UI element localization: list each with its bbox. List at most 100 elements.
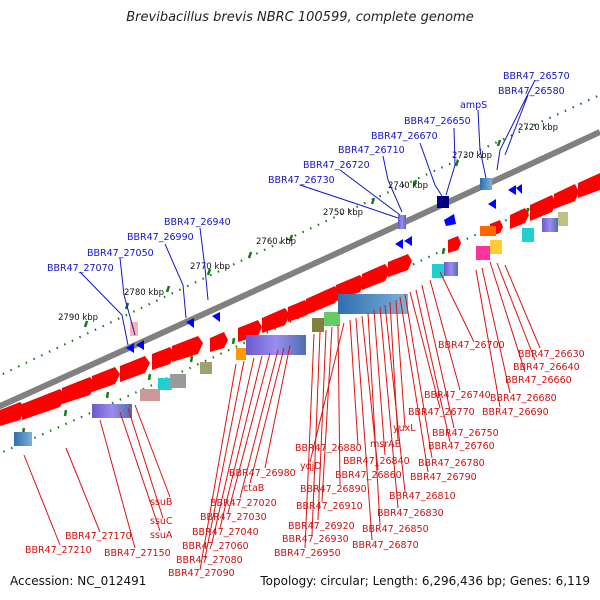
gene-block bbox=[437, 196, 449, 208]
cog-block bbox=[522, 228, 534, 242]
gene-label: BBR47_26720 bbox=[303, 160, 370, 171]
gene-label: BBR47_26920 bbox=[288, 521, 355, 532]
gene-arrow bbox=[388, 254, 412, 277]
cog-block bbox=[476, 246, 490, 260]
cog-function-blocks bbox=[14, 212, 568, 446]
gene-label: BBR47_27060 bbox=[182, 541, 249, 552]
gene-label: BBR47_26840 bbox=[343, 456, 410, 467]
genome-backbone bbox=[0, 129, 600, 410]
cog-block bbox=[338, 294, 408, 314]
gene-label: ssuB bbox=[150, 497, 172, 508]
cog-block bbox=[92, 404, 132, 418]
reverse-strand-genes bbox=[126, 178, 522, 353]
gene-label: BBR47_26680 bbox=[490, 393, 557, 404]
gene-label: BBR47_26880 bbox=[295, 443, 362, 454]
accession-label: Accession: NC_012491 bbox=[10, 574, 147, 588]
gene-arrow bbox=[210, 332, 228, 352]
gene-arrow bbox=[395, 239, 403, 249]
gene-label: BBR47_26950 bbox=[274, 548, 341, 559]
scale-label-2790: 2790 kbp bbox=[58, 313, 98, 323]
gene-arrow bbox=[516, 184, 522, 194]
gene-label: BBR47_27090 bbox=[168, 568, 235, 579]
gene-label: BBR47_26670 bbox=[371, 131, 438, 142]
gene-arrow bbox=[22, 389, 66, 420]
gene-arrow bbox=[172, 336, 203, 362]
cog-block bbox=[558, 212, 568, 226]
top-leader-lines bbox=[79, 79, 536, 346]
cog-block bbox=[14, 432, 32, 446]
gene-label: yqjD bbox=[300, 461, 322, 472]
gene-arrow bbox=[186, 318, 194, 328]
cog-block bbox=[236, 348, 246, 360]
gene-label: msrAB bbox=[370, 439, 401, 450]
cog-block bbox=[140, 389, 160, 401]
cog-block bbox=[480, 226, 496, 236]
gene-label: BBR47_26870 bbox=[352, 540, 419, 551]
cog-block bbox=[312, 318, 324, 332]
gene-block bbox=[480, 178, 492, 190]
gene-arrow bbox=[578, 173, 600, 198]
gene-label: BBR47_26760 bbox=[428, 441, 495, 452]
gene-arrow bbox=[448, 236, 461, 253]
gene-arrow bbox=[404, 236, 412, 246]
gene-label: BBR47_26640 bbox=[513, 362, 580, 373]
gene-label: ampS bbox=[460, 100, 487, 111]
map-title: Brevibacillus brevis NBRC 100599, comple… bbox=[126, 10, 474, 25]
gene-label: BBR47_26630 bbox=[518, 349, 585, 360]
scale-label-2780: 2780 kbp bbox=[124, 288, 164, 298]
scale-label-2720: 2720 kbp bbox=[518, 123, 558, 133]
gene-label: ctaB bbox=[243, 483, 264, 494]
gene-arrow bbox=[120, 356, 150, 382]
gene-arrow bbox=[306, 286, 340, 315]
gene-arrow bbox=[212, 312, 220, 322]
scale-label-2730: 2730 kbp bbox=[452, 151, 492, 161]
gene-label: BBR47_26750 bbox=[432, 428, 499, 439]
cog-block bbox=[444, 262, 458, 276]
cog-block bbox=[130, 322, 138, 336]
cog-block bbox=[490, 240, 502, 254]
gene-arrow bbox=[126, 343, 134, 353]
scale-label-2770: 2770 kbp bbox=[190, 262, 230, 272]
cog-block bbox=[170, 374, 186, 388]
inner-scale-track bbox=[0, 174, 600, 455]
gene-label: BBR47_26770 bbox=[408, 407, 475, 418]
gene-label: BBR47_26710 bbox=[338, 145, 405, 156]
bottom-leader-lines bbox=[23, 261, 541, 571]
gene-arrow bbox=[362, 264, 390, 290]
gene-label: BBR47_27070 bbox=[47, 263, 114, 274]
forward-strand-genes bbox=[0, 173, 600, 426]
gene-arrow bbox=[262, 308, 290, 333]
scale-label-2760: 2760 kbp bbox=[256, 237, 296, 247]
gene-label: BBR47_26650 bbox=[404, 116, 471, 127]
gene-arrow bbox=[92, 367, 120, 392]
gene-label: BBR47_27020 bbox=[210, 498, 277, 509]
gene-arrow bbox=[152, 347, 175, 370]
gene-label: BBR47_26810 bbox=[389, 491, 456, 502]
scale-label-2740: 2740 kbp bbox=[388, 181, 428, 191]
gene-label: ssuC bbox=[150, 516, 173, 527]
gene-label: BBR47_26890 bbox=[300, 484, 367, 495]
cog-block bbox=[542, 218, 558, 232]
gene-arrow bbox=[288, 300, 309, 322]
gene-label: BBR47_26780 bbox=[418, 458, 485, 469]
gene-label: BBR47_26730 bbox=[268, 175, 335, 186]
top-gene-labels: BBR47_26570 BBR47_26580 ampS BBR47_26650… bbox=[47, 71, 570, 274]
gene-label: BBR47_27030 bbox=[200, 512, 267, 523]
cog-block bbox=[324, 312, 340, 326]
gene-label: BBR47_27080 bbox=[176, 555, 243, 566]
genome-summary: Topology: circular; Length: 6,296,436 bp… bbox=[260, 574, 590, 588]
cog-block bbox=[158, 378, 172, 390]
gene-label: BBR47_26580 bbox=[498, 86, 565, 97]
gene-label: BBR47_26790 bbox=[410, 472, 477, 483]
gene-arrow bbox=[510, 208, 529, 229]
gene-label: BBR47_26930 bbox=[282, 534, 349, 545]
gene-label: BBR47_26940 bbox=[164, 217, 231, 228]
gene-label: BBR47_27210 bbox=[25, 545, 92, 556]
gene-arrow bbox=[444, 214, 456, 226]
gene-label: BBR47_26690 bbox=[482, 407, 549, 418]
gene-label: BBR47_26570 bbox=[503, 71, 570, 82]
gene-label: BBR47_26990 bbox=[127, 232, 194, 243]
gene-label: BBR47_27170 bbox=[65, 531, 132, 542]
gene-arrow bbox=[62, 377, 96, 404]
